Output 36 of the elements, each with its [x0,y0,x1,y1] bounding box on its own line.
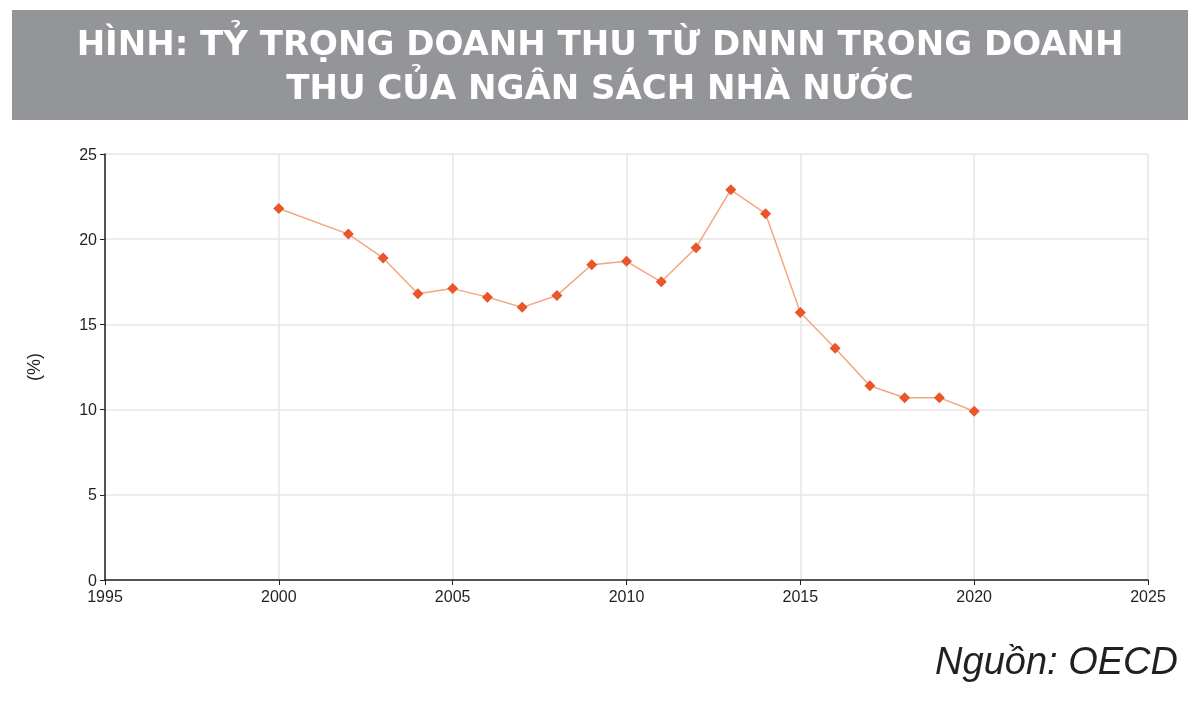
point [551,289,563,301]
y-tick-label: 5 [88,486,98,504]
y-tick-label: 0 [88,571,98,589]
point [864,380,876,392]
point [899,392,911,404]
x-tick-label: 2015 [782,587,819,605]
y-tick-label: 10 [79,401,98,419]
point [621,255,632,267]
point [412,288,424,300]
point [655,276,667,288]
point [933,392,945,404]
point [586,259,598,271]
point [794,306,806,318]
point [447,283,459,295]
point [516,301,528,313]
chart-title: HÌNH: TỶ TRỌNG DOANH THU TỪ DNNN TRONG DOANH THU CỦA NGÂN SÁCH NHÀ NƯỚC [12,10,1188,120]
point [273,203,285,215]
y-tick-label: 20 [79,230,98,248]
x-tick-label: 2000 [261,587,297,605]
point [725,184,737,196]
x-tick-label: 2025 [1130,587,1166,605]
y-axis-title: (%) [24,353,44,381]
point [690,242,702,254]
point [377,252,389,264]
x-tick-label: 2010 [608,587,645,605]
x-tick-label: 2020 [956,587,993,605]
point [760,208,772,220]
x-tick-label: 2005 [434,587,471,605]
point [342,228,354,240]
text: Nguồn: OECD [935,640,1178,683]
x-tick-label: 1995 [87,587,123,605]
y-tick-label: 25 [79,145,98,163]
y-tick-label: 15 [79,315,98,333]
point [481,291,493,303]
point [829,342,841,354]
point [968,405,980,417]
